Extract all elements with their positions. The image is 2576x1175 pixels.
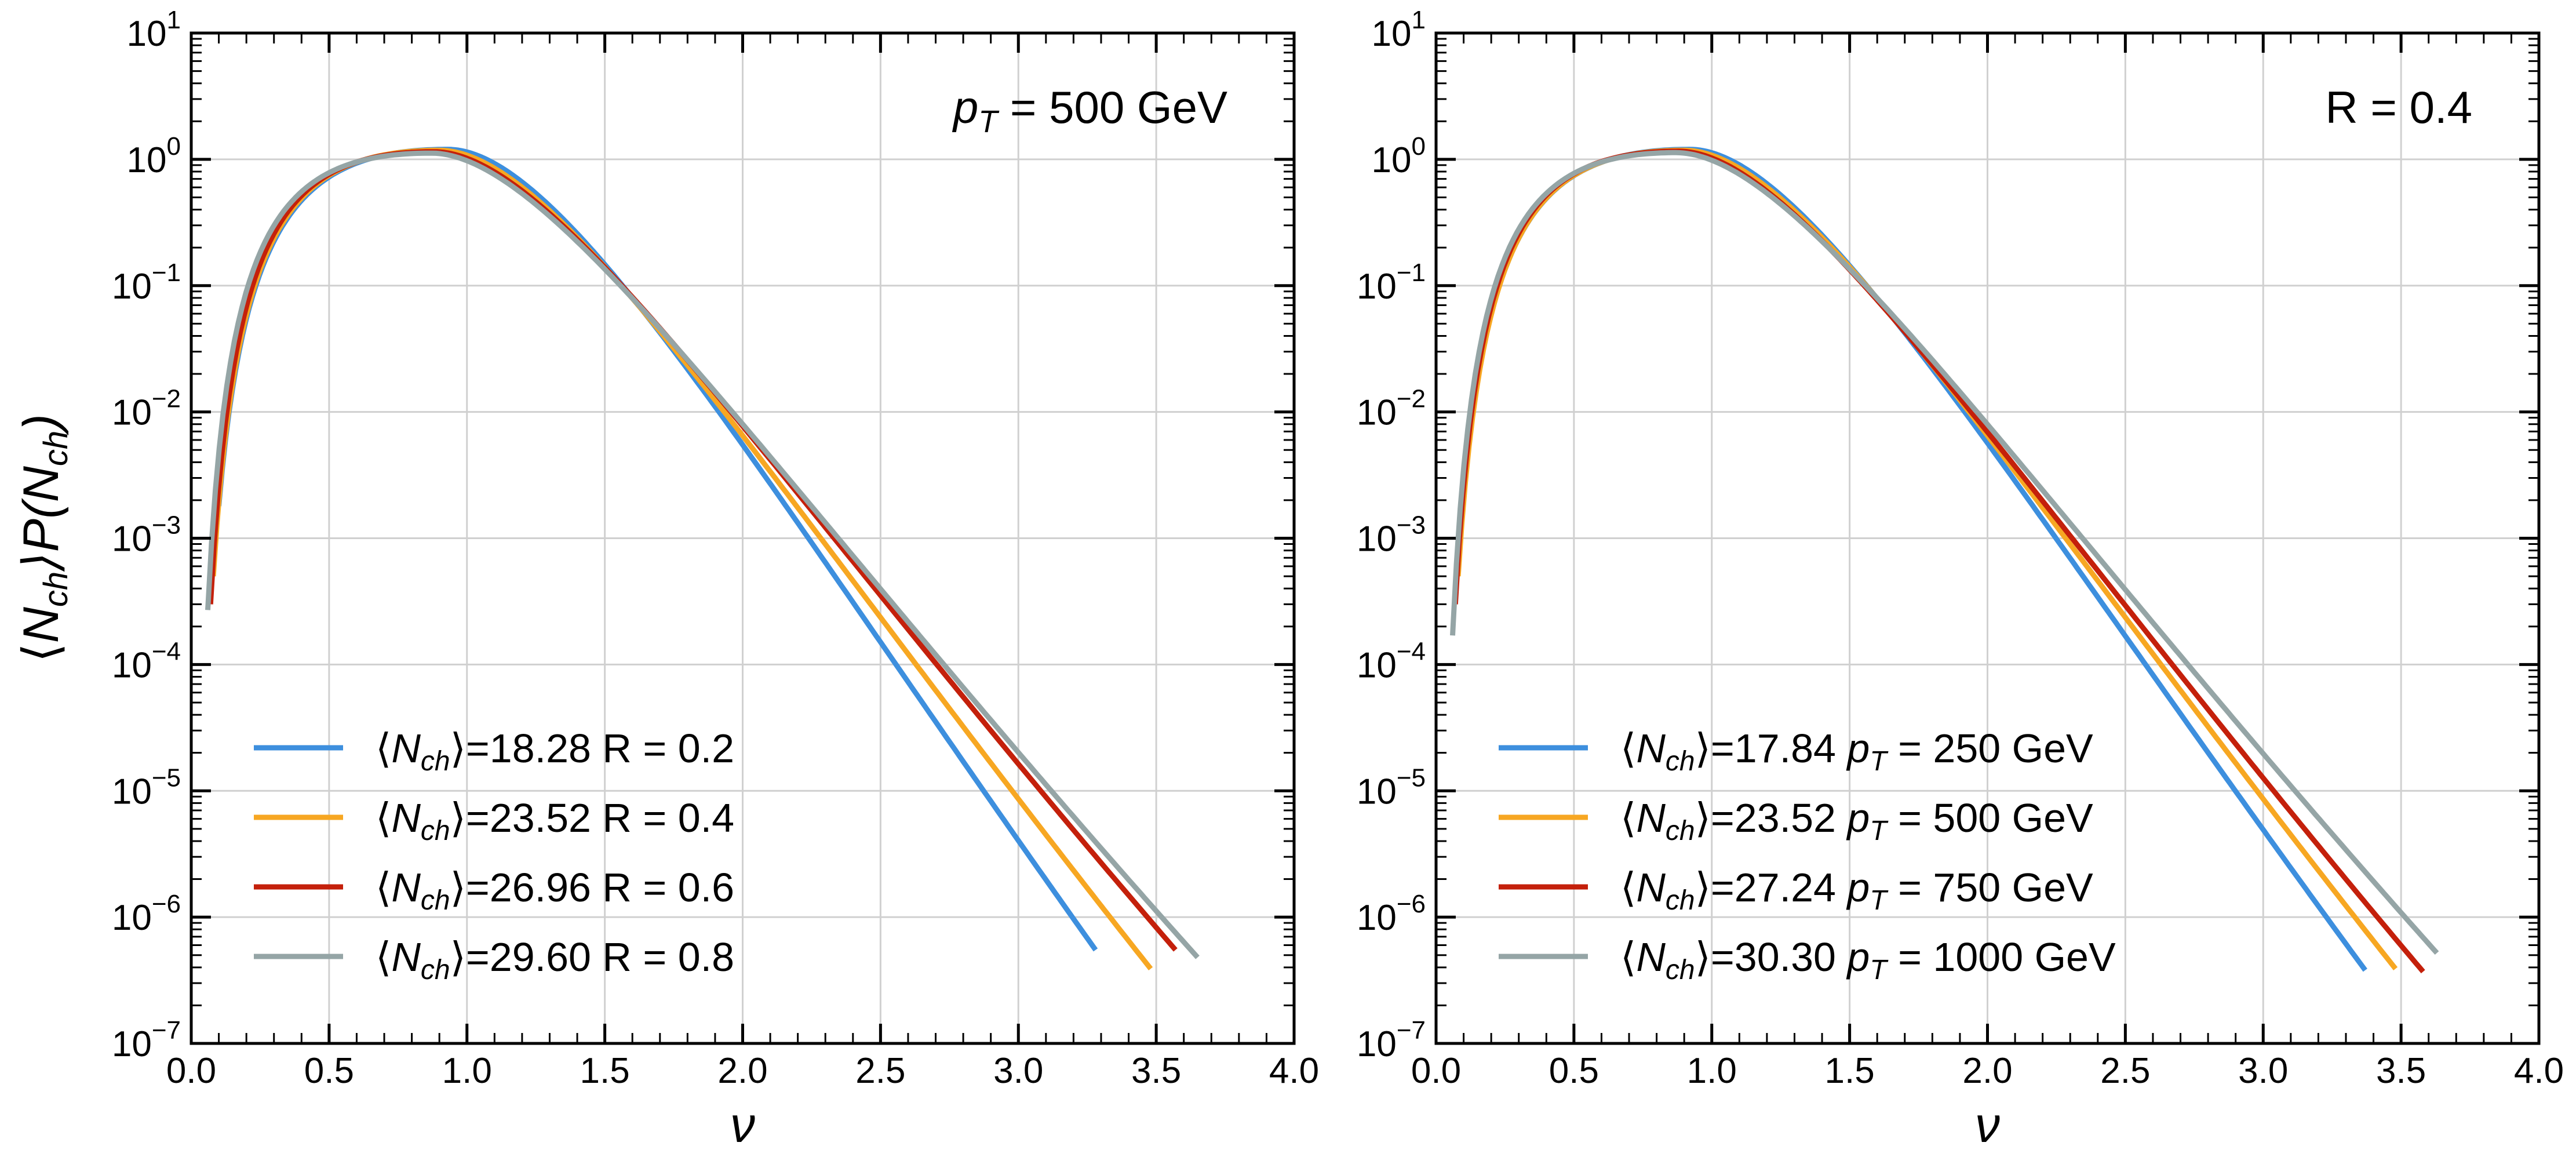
y-tick-label: 10−6 [112, 890, 181, 938]
series-line-4 [205, 150, 1200, 959]
legend-entry-3: ⟨Nch⟩=27.24 pT = 750 GeV [1620, 865, 2093, 916]
legend-entry-2: ⟨Nch⟩=23.52 R = 0.4 [376, 795, 734, 846]
legend-entry-1: ⟨Nch⟩=18.28 R = 0.2 [376, 726, 734, 777]
x-tick-label: 2.5 [2100, 1051, 2150, 1091]
x-tick-label: 3.0 [993, 1051, 1043, 1091]
x-axis-label: ν [730, 1097, 755, 1153]
x-tick-label: 0.5 [304, 1051, 354, 1091]
series-line-4 [1450, 150, 2439, 955]
y-tick-label: 101 [1372, 6, 1426, 54]
y-axis-label: ⟨Nch⟩P(Nch) [13, 414, 75, 663]
y-tick-label: 100 [127, 132, 181, 180]
legend-entry-1: ⟨Nch⟩=17.84 pT = 250 GeV [1620, 726, 2093, 777]
y-tick-label: 10−3 [112, 511, 181, 559]
x-tick-label: 4.0 [1269, 1051, 1319, 1091]
y-tick-label: 10−4 [112, 637, 181, 685]
y-tick-label: 10−3 [1357, 511, 1426, 559]
legend-entry-4: ⟨Nch⟩=30.30 pT = 1000 GeV [1620, 934, 2116, 985]
x-tick-label: 1.0 [442, 1051, 492, 1091]
x-tick-label: 3.5 [1131, 1051, 1181, 1091]
y-tick-label: 10−7 [112, 1016, 181, 1064]
panel-annotation: R = 0.4 [2325, 82, 2472, 133]
y-tick-label: 10−1 [112, 259, 181, 307]
y-tick-label: 10−2 [1357, 385, 1426, 433]
x-tick-label: 1.0 [1687, 1051, 1737, 1091]
x-axis-label: ν [1975, 1097, 2000, 1153]
right-panel: 0.0 0.5 1.0 1.5 2.0 2.5 3.0 3.5 4.0 10−7 10−6 10−5 1… [1357, 6, 2564, 1153]
x-tick-label: 1.5 [580, 1051, 630, 1091]
y-tick-label: 100 [1372, 132, 1426, 180]
x-tick-label: 0.5 [1549, 1051, 1599, 1091]
y-tick-label: 10−7 [1357, 1016, 1426, 1064]
x-tick-label: 2.0 [717, 1051, 767, 1091]
legend-entry-4: ⟨Nch⟩=29.60 R = 0.8 [376, 934, 734, 985]
x-tick-label: 4.0 [2514, 1051, 2564, 1091]
y-tick-label: 10−5 [112, 763, 181, 812]
y-tick-label: 10−1 [1357, 259, 1426, 307]
x-tick-label: 0.0 [1411, 1051, 1461, 1091]
x-tick-label: 1.5 [1825, 1051, 1875, 1091]
series-line-2 [210, 147, 1153, 971]
y-tick-label: 10−2 [112, 385, 181, 433]
legend-entry-3: ⟨Nch⟩=26.96 R = 0.6 [376, 865, 734, 916]
x-tick-label: 2.5 [855, 1051, 905, 1091]
y-tick-label: 10−5 [1357, 763, 1426, 812]
y-tick-label: 10−6 [1357, 890, 1426, 938]
x-tick-label: 3.0 [2238, 1051, 2288, 1091]
y-tick-label: 10−4 [1357, 637, 1426, 685]
x-tick-label: 2.0 [1962, 1051, 2012, 1091]
left-panel: 0.0 0.5 1.0 1.5 2.0 2.5 3.0 3.5 4.0 10−7 10−6 10−5 1… [13, 6, 1319, 1153]
legend-entry-2: ⟨Nch⟩=23.52 pT = 500 GeV [1620, 795, 2093, 846]
x-tick-label: 0.0 [166, 1051, 216, 1091]
series-line-1 [1461, 147, 2367, 972]
series-line-2 [1455, 147, 2398, 971]
y-tick-label: 101 [127, 6, 181, 54]
panel-annotation: pT = 500 GeV [952, 82, 1227, 139]
x-tick-label: 3.5 [2376, 1051, 2426, 1091]
